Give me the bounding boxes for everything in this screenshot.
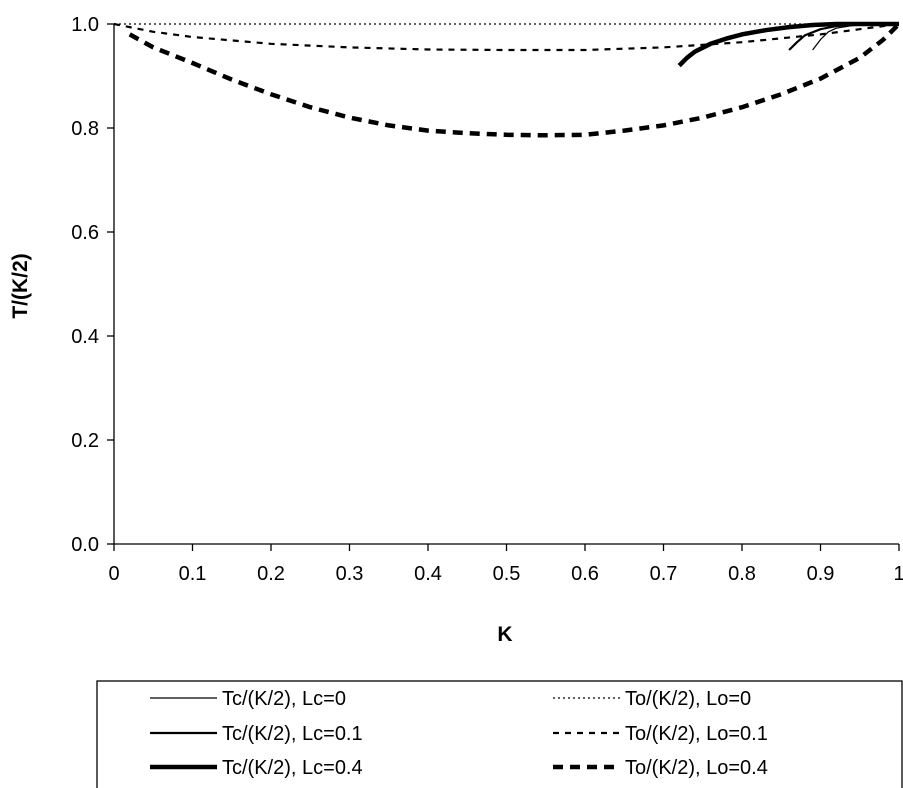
x-tick-label: 0.5 <box>493 563 521 585</box>
x-tick-label: 0.7 <box>650 563 678 585</box>
ticks: 0 0.1 0.2 0.3 0.4 0.5 0.6 0.7 0.8 0.9 1 0.0 0.2 0.4 0.… <box>71 14 903 585</box>
y-tick-label: 0.2 <box>71 430 99 452</box>
x-tick-label: 0 <box>108 563 119 585</box>
series-line-5 <box>113 22 900 52</box>
y-tick-label: 0.4 <box>71 326 99 348</box>
series-line-3 <box>677 21 899 68</box>
y-tick-label: 1.0 <box>71 14 99 36</box>
legend-box <box>96 680 903 788</box>
plot-lines <box>113 21 901 138</box>
legend-label-2: Tc/(K/2), Lc=0.1 <box>222 723 363 745</box>
legend-label-5: To/(K/2), Lo=0.1 <box>625 723 768 745</box>
legend: Tc/(K/2), Lc=0 Tc/(K/2), Lc=0.1 Tc/(K/2), … <box>96 680 903 788</box>
y-tick-label: 0.6 <box>71 222 99 244</box>
legend-label-1: Tc/(K/2), Lc=0 <box>222 688 346 710</box>
x-tick-label: 0.9 <box>807 563 835 585</box>
series-line-2 <box>788 22 900 51</box>
legend-label-3: Tc/(K/2), Lc=0.4 <box>222 757 363 779</box>
x-tick-label: 1 <box>893 563 903 585</box>
x-tick-label: 0.3 <box>336 563 364 585</box>
y-axis-title: T/(K/2) <box>9 253 32 318</box>
axes <box>113 24 899 545</box>
legend-label-4: To/(K/2), Lo=0 <box>625 688 751 710</box>
y-tick-label: 0.0 <box>71 534 99 556</box>
x-tick-label: 0.1 <box>179 563 207 585</box>
x-tick-label: 0.8 <box>728 563 756 585</box>
series-line-6 <box>128 22 901 138</box>
y-tick-label: 0.8 <box>71 118 99 140</box>
x-axis-title: K <box>497 623 512 646</box>
x-tick-label: 0.4 <box>414 563 442 585</box>
legend-label-6: To/(K/2), Lo=0.4 <box>625 757 768 779</box>
x-tick-label: 0.6 <box>571 563 599 585</box>
x-tick-label: 0.2 <box>257 563 285 585</box>
